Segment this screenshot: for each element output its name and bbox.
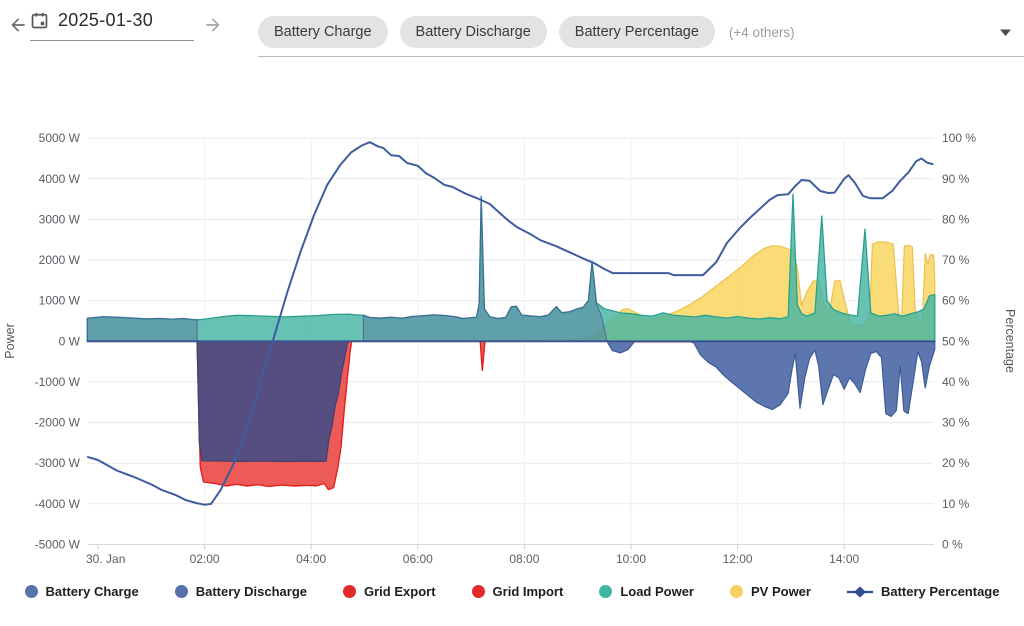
series-battery-discharge-night: [86, 315, 198, 342]
dropdown-caret-icon[interactable]: [999, 28, 1012, 37]
y-axis-title-power: Power: [3, 323, 17, 358]
svg-text:-4000 W: -4000 W: [35, 497, 81, 511]
svg-text:14:00: 14:00: [829, 552, 859, 566]
svg-text:100 %: 100 %: [942, 131, 976, 145]
svg-text:30. Jan: 30. Jan: [86, 552, 125, 566]
svg-text:80 %: 80 %: [942, 212, 970, 226]
svg-text:5000 W: 5000 W: [39, 131, 81, 145]
legend-label: Grid Export: [364, 584, 436, 599]
series-chip[interactable]: Battery Percentage: [558, 16, 715, 48]
svg-text:06:00: 06:00: [403, 552, 433, 566]
svg-text:08:00: 08:00: [509, 552, 539, 566]
svg-text:1000 W: 1000 W: [39, 294, 81, 308]
legend-label: Battery Percentage: [880, 584, 1000, 599]
prev-day-button[interactable]: [6, 13, 30, 37]
series-battery-percentage: [86, 141, 934, 506]
svg-text:-5000 W: -5000 W: [35, 538, 81, 552]
legend-label: Battery Discharge: [195, 584, 308, 599]
legend-label: Battery Charge: [45, 584, 139, 599]
svg-text:3000 W: 3000 W: [39, 212, 81, 226]
arrow-right-icon: [206, 18, 220, 32]
y-axis-title-percentage: Percentage: [1003, 309, 1017, 373]
svg-text:60 %: 60 %: [942, 294, 970, 308]
chart: 5000 W 4000 W 3000 W 2000 W 1000 W 0 W -1000 W…: [3, 131, 1017, 566]
others-count-label: (+4 others): [728, 24, 795, 40]
svg-text:-2000 W: -2000 W: [35, 416, 81, 430]
axis-tick-labels: 5000 W 4000 W 3000 W 2000 W 1000 W 0 W -1000 W…: [35, 131, 977, 566]
legend-item-grid-import[interactable]: Grid Import: [471, 584, 564, 599]
svg-text:10 %: 10 %: [942, 497, 970, 511]
legend-item-battery-discharge[interactable]: Battery Discharge: [174, 584, 308, 599]
svg-text:20 %: 20 %: [942, 456, 970, 470]
svg-text:-1000 W: -1000 W: [35, 375, 81, 389]
svg-text:40 %: 40 %: [942, 375, 970, 389]
series-chip[interactable]: Battery Discharge: [399, 16, 547, 48]
legend-dot-icon: [174, 585, 188, 598]
legend-item-grid-export[interactable]: Grid Export: [343, 584, 436, 599]
chips-list: Battery Charge Battery Discharge Battery P…: [258, 16, 715, 48]
legend-label: PV Power: [751, 584, 811, 599]
legend-item-load-power[interactable]: Load Power: [599, 584, 694, 599]
legend-item-battery-percentage[interactable]: Battery Percentage: [846, 584, 1000, 599]
svg-text:90 %: 90 %: [942, 172, 970, 186]
svg-text:70 %: 70 %: [942, 253, 970, 267]
legend-dot-icon: [599, 585, 613, 598]
legend-dot-icon: [343, 585, 357, 598]
svg-text:2000 W: 2000 W: [39, 253, 81, 267]
date-picker[interactable]: 2025-01-30: [30, 10, 194, 41]
series-battery-charge-block: [196, 340, 350, 463]
series-selector: Battery Charge Battery Discharge Battery P…: [258, 8, 1024, 57]
legend-dot-icon: [730, 585, 743, 598]
series-battery-charge-afternoon: [606, 340, 936, 418]
series-chip[interactable]: Battery Charge: [258, 16, 388, 48]
date-value: 2025-01-30: [58, 10, 154, 30]
svg-text:02:00: 02:00: [190, 552, 220, 566]
series-grid-export-spike: [479, 340, 486, 372]
svg-text:30 %: 30 %: [942, 416, 970, 430]
legend-item-battery-charge[interactable]: Battery Charge: [24, 584, 139, 599]
svg-text:10:00: 10:00: [616, 552, 646, 566]
legend-dot-icon: [24, 585, 38, 598]
legend-label: Load Power: [620, 584, 694, 599]
svg-text:4000 W: 4000 W: [39, 172, 81, 186]
legend-label: Grid Import: [492, 584, 564, 599]
legend-dot-icon: [471, 585, 485, 598]
svg-text:-3000 W: -3000 W: [35, 456, 81, 470]
legend-line-diamond-icon: [846, 586, 873, 598]
svg-text:0 W: 0 W: [59, 334, 81, 348]
svg-text:04:00: 04:00: [296, 552, 326, 566]
svg-text:0 %: 0 %: [942, 538, 963, 552]
calendar-icon: [30, 11, 49, 30]
legend-item-pv-power[interactable]: PV Power: [730, 584, 811, 599]
svg-text:50 %: 50 %: [942, 334, 970, 348]
next-day-button[interactable]: [201, 13, 225, 37]
toolbar: 2025-01-30 Battery Charge Battery Dischar…: [0, 0, 1024, 62]
series-battery-discharge-day: [362, 195, 608, 342]
svg-text:12:00: 12:00: [723, 552, 753, 566]
chart-legend: Battery Charge Battery Discharge Grid Expo…: [0, 584, 1024, 599]
arrow-left-icon: [11, 18, 25, 32]
